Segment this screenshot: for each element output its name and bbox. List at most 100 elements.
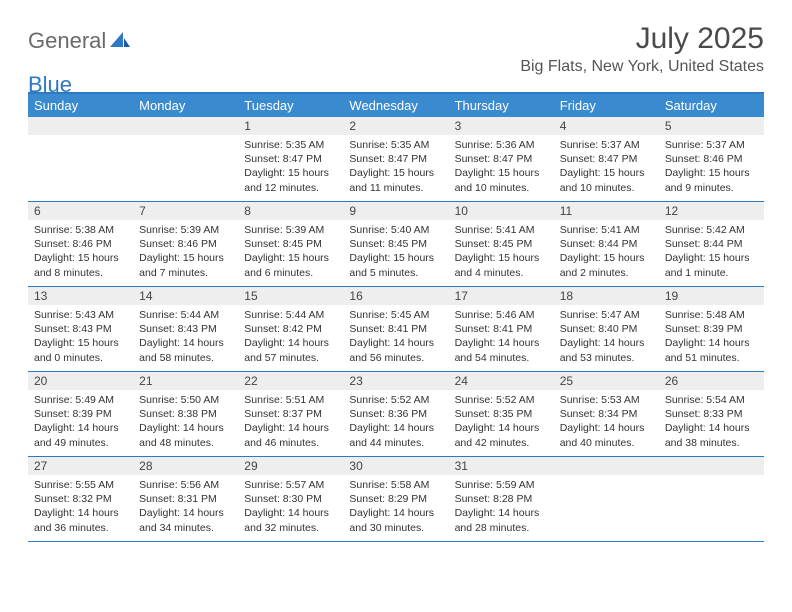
- calendar-cell: 22Sunrise: 5:51 AMSunset: 8:37 PMDayligh…: [238, 372, 343, 456]
- cell-body: Sunrise: 5:37 AMSunset: 8:47 PMDaylight:…: [554, 135, 659, 199]
- cell-body: Sunrise: 5:39 AMSunset: 8:46 PMDaylight:…: [133, 220, 238, 284]
- day-number: [133, 117, 238, 135]
- sunset-text: Sunset: 8:32 PM: [34, 492, 127, 506]
- day-header-saturday: Saturday: [659, 94, 764, 117]
- sunrise-text: Sunrise: 5:43 AM: [34, 308, 127, 322]
- daylight-text: Daylight: 15 hours and 8 minutes.: [34, 251, 127, 279]
- sunrise-text: Sunrise: 5:35 AM: [349, 138, 442, 152]
- daylight-text: Daylight: 14 hours and 48 minutes.: [139, 421, 232, 449]
- sunset-text: Sunset: 8:45 PM: [244, 237, 337, 251]
- cell-body: Sunrise: 5:48 AMSunset: 8:39 PMDaylight:…: [659, 305, 764, 369]
- cell-body: Sunrise: 5:58 AMSunset: 8:29 PMDaylight:…: [343, 475, 448, 539]
- daylight-text: Daylight: 14 hours and 34 minutes.: [139, 506, 232, 534]
- sunrise-text: Sunrise: 5:52 AM: [455, 393, 548, 407]
- daylight-text: Daylight: 14 hours and 54 minutes.: [455, 336, 548, 364]
- cell-body: Sunrise: 5:40 AMSunset: 8:45 PMDaylight:…: [343, 220, 448, 284]
- day-number: 4: [554, 117, 659, 135]
- sunset-text: Sunset: 8:31 PM: [139, 492, 232, 506]
- cell-body: Sunrise: 5:49 AMSunset: 8:39 PMDaylight:…: [28, 390, 133, 454]
- sunset-text: Sunset: 8:46 PM: [665, 152, 758, 166]
- day-number: 9: [343, 202, 448, 220]
- sunrise-text: Sunrise: 5:48 AM: [665, 308, 758, 322]
- sunrise-text: Sunrise: 5:47 AM: [560, 308, 653, 322]
- sunset-text: Sunset: 8:39 PM: [665, 322, 758, 336]
- day-number: 7: [133, 202, 238, 220]
- cell-body: Sunrise: 5:45 AMSunset: 8:41 PMDaylight:…: [343, 305, 448, 369]
- day-number: 15: [238, 287, 343, 305]
- sunset-text: Sunset: 8:37 PM: [244, 407, 337, 421]
- day-number: 25: [554, 372, 659, 390]
- sunrise-text: Sunrise: 5:58 AM: [349, 478, 442, 492]
- daylight-text: Daylight: 14 hours and 57 minutes.: [244, 336, 337, 364]
- sunset-text: Sunset: 8:47 PM: [455, 152, 548, 166]
- week-row: 27Sunrise: 5:55 AMSunset: 8:32 PMDayligh…: [28, 457, 764, 542]
- calendar-cell: 7Sunrise: 5:39 AMSunset: 8:46 PMDaylight…: [133, 202, 238, 286]
- day-number: 31: [449, 457, 554, 475]
- cell-body: Sunrise: 5:44 AMSunset: 8:42 PMDaylight:…: [238, 305, 343, 369]
- sunset-text: Sunset: 8:44 PM: [665, 237, 758, 251]
- daylight-text: Daylight: 15 hours and 11 minutes.: [349, 166, 442, 194]
- cell-body: Sunrise: 5:56 AMSunset: 8:31 PMDaylight:…: [133, 475, 238, 539]
- sunset-text: Sunset: 8:40 PM: [560, 322, 653, 336]
- day-header-friday: Friday: [554, 94, 659, 117]
- cell-body: Sunrise: 5:42 AMSunset: 8:44 PMDaylight:…: [659, 220, 764, 284]
- daylight-text: Daylight: 14 hours and 40 minutes.: [560, 421, 653, 449]
- sunrise-text: Sunrise: 5:42 AM: [665, 223, 758, 237]
- calendar-cell: 14Sunrise: 5:44 AMSunset: 8:43 PMDayligh…: [133, 287, 238, 371]
- day-number: 17: [449, 287, 554, 305]
- sunrise-text: Sunrise: 5:50 AM: [139, 393, 232, 407]
- sunrise-text: Sunrise: 5:37 AM: [560, 138, 653, 152]
- calendar-cell: 21Sunrise: 5:50 AMSunset: 8:38 PMDayligh…: [133, 372, 238, 456]
- day-number: 24: [449, 372, 554, 390]
- sunrise-text: Sunrise: 5:51 AM: [244, 393, 337, 407]
- cell-body: Sunrise: 5:54 AMSunset: 8:33 PMDaylight:…: [659, 390, 764, 454]
- day-number: 26: [659, 372, 764, 390]
- daylight-text: Daylight: 14 hours and 28 minutes.: [455, 506, 548, 534]
- sunset-text: Sunset: 8:39 PM: [34, 407, 127, 421]
- cell-body: Sunrise: 5:57 AMSunset: 8:30 PMDaylight:…: [238, 475, 343, 539]
- cell-body: Sunrise: 5:50 AMSunset: 8:38 PMDaylight:…: [133, 390, 238, 454]
- calendar-cell: 19Sunrise: 5:48 AMSunset: 8:39 PMDayligh…: [659, 287, 764, 371]
- daylight-text: Daylight: 15 hours and 5 minutes.: [349, 251, 442, 279]
- calendar-cell: 28Sunrise: 5:56 AMSunset: 8:31 PMDayligh…: [133, 457, 238, 541]
- sunrise-text: Sunrise: 5:38 AM: [34, 223, 127, 237]
- sunrise-text: Sunrise: 5:40 AM: [349, 223, 442, 237]
- daylight-text: Daylight: 14 hours and 53 minutes.: [560, 336, 653, 364]
- calendar-cell: 26Sunrise: 5:54 AMSunset: 8:33 PMDayligh…: [659, 372, 764, 456]
- cell-body: Sunrise: 5:44 AMSunset: 8:43 PMDaylight:…: [133, 305, 238, 369]
- sunrise-text: Sunrise: 5:56 AM: [139, 478, 232, 492]
- cell-body: Sunrise: 5:41 AMSunset: 8:44 PMDaylight:…: [554, 220, 659, 284]
- day-header-row: Sunday Monday Tuesday Wednesday Thursday…: [28, 94, 764, 117]
- daylight-text: Daylight: 15 hours and 6 minutes.: [244, 251, 337, 279]
- cell-body: Sunrise: 5:47 AMSunset: 8:40 PMDaylight:…: [554, 305, 659, 369]
- cell-body: Sunrise: 5:36 AMSunset: 8:47 PMDaylight:…: [449, 135, 554, 199]
- sunset-text: Sunset: 8:41 PM: [455, 322, 548, 336]
- day-header-tuesday: Tuesday: [238, 94, 343, 117]
- calendar-cell: 24Sunrise: 5:52 AMSunset: 8:35 PMDayligh…: [449, 372, 554, 456]
- sunrise-text: Sunrise: 5:41 AM: [560, 223, 653, 237]
- cell-body: Sunrise: 5:43 AMSunset: 8:43 PMDaylight:…: [28, 305, 133, 369]
- calendar-cell: 10Sunrise: 5:41 AMSunset: 8:45 PMDayligh…: [449, 202, 554, 286]
- calendar-cell: 3Sunrise: 5:36 AMSunset: 8:47 PMDaylight…: [449, 117, 554, 201]
- calendar-cell: 1Sunrise: 5:35 AMSunset: 8:47 PMDaylight…: [238, 117, 343, 201]
- sunrise-text: Sunrise: 5:35 AM: [244, 138, 337, 152]
- day-number: 3: [449, 117, 554, 135]
- calendar-cell: 27Sunrise: 5:55 AMSunset: 8:32 PMDayligh…: [28, 457, 133, 541]
- cell-body: Sunrise: 5:46 AMSunset: 8:41 PMDaylight:…: [449, 305, 554, 369]
- sunrise-text: Sunrise: 5:46 AM: [455, 308, 548, 322]
- logo-text-blue: Blue: [28, 72, 72, 98]
- calendar-cell: 23Sunrise: 5:52 AMSunset: 8:36 PMDayligh…: [343, 372, 448, 456]
- day-header-monday: Monday: [133, 94, 238, 117]
- day-number: [659, 457, 764, 475]
- calendar-cell: 9Sunrise: 5:40 AMSunset: 8:45 PMDaylight…: [343, 202, 448, 286]
- cell-body: Sunrise: 5:55 AMSunset: 8:32 PMDaylight:…: [28, 475, 133, 539]
- day-number: 20: [28, 372, 133, 390]
- sunrise-text: Sunrise: 5:39 AM: [139, 223, 232, 237]
- calendar-cell: 30Sunrise: 5:58 AMSunset: 8:29 PMDayligh…: [343, 457, 448, 541]
- day-number: 21: [133, 372, 238, 390]
- sunset-text: Sunset: 8:36 PM: [349, 407, 442, 421]
- calendar-cell: 13Sunrise: 5:43 AMSunset: 8:43 PMDayligh…: [28, 287, 133, 371]
- sunset-text: Sunset: 8:43 PM: [139, 322, 232, 336]
- day-number: [554, 457, 659, 475]
- daylight-text: Daylight: 14 hours and 49 minutes.: [34, 421, 127, 449]
